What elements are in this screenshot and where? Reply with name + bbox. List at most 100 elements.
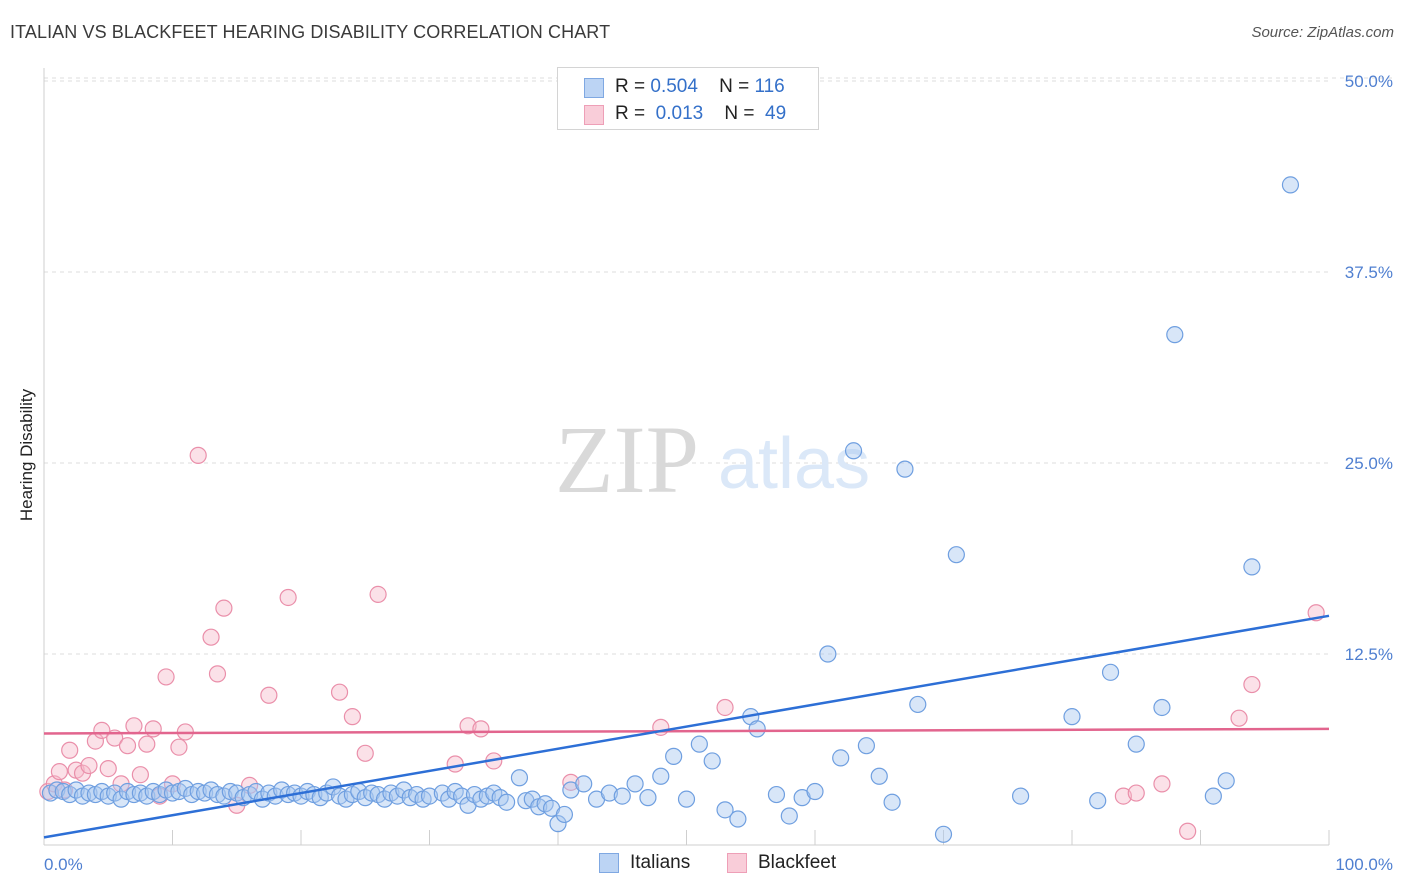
italians-point <box>896 460 914 478</box>
italians-r-value: 0.504 <box>650 76 698 97</box>
italians-point <box>626 775 644 793</box>
blackfeet-point <box>459 717 477 735</box>
italians-point <box>510 769 529 787</box>
blackfeet-point <box>131 766 149 784</box>
italians-point <box>716 801 734 819</box>
italians-legend-swatch <box>599 853 619 873</box>
blackfeet-points <box>39 446 1325 840</box>
blackfeet-point <box>208 665 227 683</box>
blackfeet-n-label: N = <box>724 103 755 124</box>
italians-point <box>48 781 66 799</box>
italians-point <box>1243 558 1261 576</box>
blackfeet-point <box>1153 775 1171 793</box>
blackfeet-point <box>369 585 387 604</box>
italians-point <box>690 735 708 753</box>
italians-point <box>934 825 953 843</box>
italians-legend-label: Italians <box>630 852 691 873</box>
italians-point <box>947 546 965 564</box>
italians-point <box>806 782 824 801</box>
y-tick-label: 50.0% <box>1345 72 1393 91</box>
watermark-atlas: atlas <box>718 424 870 504</box>
blackfeet-point <box>716 698 734 717</box>
blackfeet-point <box>50 763 69 781</box>
blackfeet-point <box>330 683 349 701</box>
italians-point <box>1101 663 1120 681</box>
italians-point <box>883 793 901 811</box>
italians-r-label: R = <box>615 76 646 97</box>
italians-point <box>639 789 657 807</box>
blackfeet-swatch <box>584 105 604 125</box>
y-tick-label: 25.0% <box>1345 454 1393 473</box>
italians-point <box>125 785 143 804</box>
blackfeet-point <box>1114 787 1133 805</box>
italians-point <box>433 784 451 802</box>
italians-point <box>555 805 574 824</box>
italians-point <box>780 807 798 825</box>
italians-point <box>498 793 516 811</box>
y-tick-label: 12.5% <box>1345 645 1393 664</box>
italians-point <box>1089 792 1107 810</box>
blackfeet-trend-line <box>43 727 1330 735</box>
italians-point <box>208 785 227 804</box>
blackfeet-point <box>1243 675 1261 694</box>
blackfeet-point <box>1127 784 1145 802</box>
x-tick-label-max: 100.0% <box>1335 855 1393 874</box>
x-tick-label-min: 0.0% <box>44 855 83 874</box>
italians-point <box>665 747 683 765</box>
source-label: Source: ZipAtlas.com <box>1251 24 1394 41</box>
blackfeet-point <box>202 628 220 646</box>
blackfeet-point <box>472 720 490 738</box>
blackfeet-r-label: R = <box>615 103 646 124</box>
italians-point <box>80 784 98 802</box>
watermark: ZIP atlas <box>555 406 870 513</box>
italians-point <box>844 442 863 460</box>
blackfeet-point <box>125 717 143 735</box>
italians-point <box>703 752 721 770</box>
blackfeet-point <box>446 755 464 773</box>
blackfeet-point <box>138 735 156 753</box>
italians-point <box>1011 787 1030 805</box>
italians-swatch <box>584 78 604 98</box>
italians-point <box>1166 326 1184 344</box>
italians-point <box>1063 708 1081 726</box>
italians-point <box>176 779 194 798</box>
trend-lines <box>43 614 1330 839</box>
italians-point <box>1281 176 1300 194</box>
blackfeet-point <box>61 741 79 759</box>
blackfeet-point <box>118 737 137 755</box>
blackfeet-legend-swatch <box>727 853 747 873</box>
blackfeet-point <box>279 588 297 607</box>
blackfeet-point <box>343 708 361 726</box>
italians-point <box>420 787 439 805</box>
italians-point <box>909 695 927 714</box>
italians-point <box>652 767 670 785</box>
italians-trend-line <box>43 614 1330 839</box>
blackfeet-point <box>260 686 278 704</box>
italians-point <box>1153 698 1171 717</box>
tick-labels: 12.5% 25.0% 37.5% 50.0% 0.0% 100.0% <box>44 72 1393 874</box>
italians-point <box>375 790 394 808</box>
blackfeet-point <box>1179 822 1197 840</box>
watermark-zip: ZIP <box>555 406 699 513</box>
chart-title: ITALIAN VS BLACKFEET HEARING DISABILITY … <box>10 22 611 42</box>
italians-point <box>1204 787 1222 805</box>
italians-point <box>163 784 182 802</box>
italians-point <box>729 810 747 828</box>
blackfeet-legend-label: Blackfeet <box>758 852 837 873</box>
italians-point <box>549 815 567 833</box>
blackfeet-point <box>1230 709 1248 727</box>
italians-point <box>677 790 696 808</box>
italians-point <box>767 785 786 804</box>
blackfeet-point <box>215 599 233 617</box>
italians-point <box>453 787 471 805</box>
italians-point <box>388 787 406 805</box>
blackfeet-point <box>170 738 188 756</box>
italians-n-label: N = <box>719 76 750 97</box>
blackfeet-point <box>144 720 162 738</box>
axes <box>43 68 1330 846</box>
italians-point <box>832 749 850 767</box>
italians-point <box>819 645 837 663</box>
italians-point <box>857 737 876 755</box>
italians-point <box>189 782 207 801</box>
y-tick-label: 37.5% <box>1345 263 1393 282</box>
